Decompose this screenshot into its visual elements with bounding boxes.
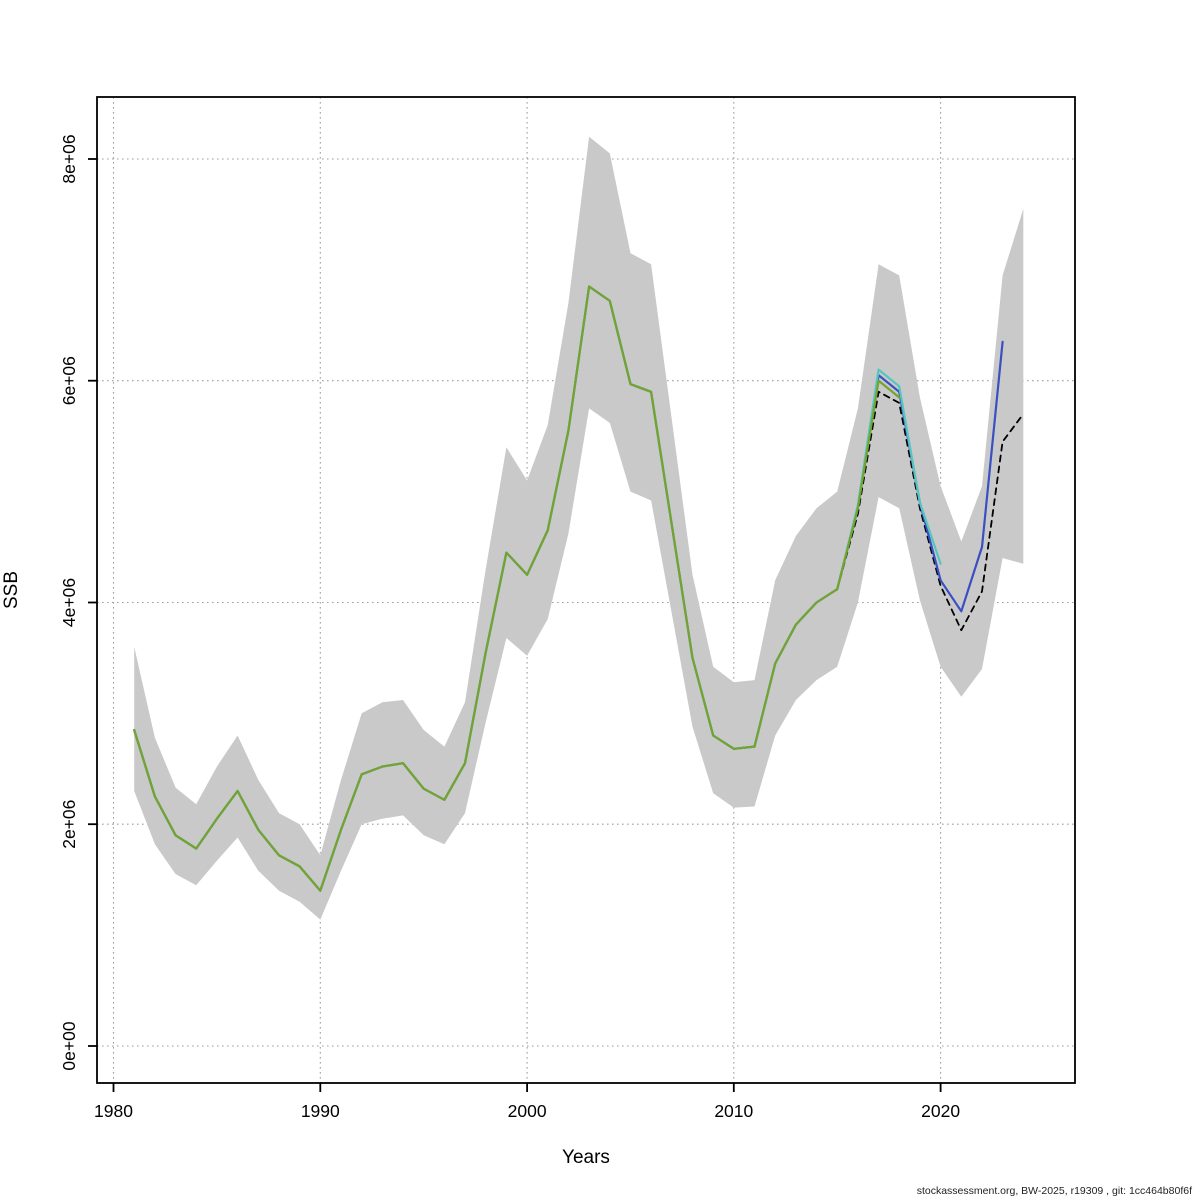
y-tick-label: 6e+06 bbox=[59, 356, 79, 405]
confidence-band bbox=[134, 136, 1024, 920]
y-axis-title: SSB bbox=[1, 571, 22, 609]
x-tick-label: 1980 bbox=[94, 1101, 133, 1121]
y-tick-label: 8e+06 bbox=[59, 134, 79, 183]
x-tick-label: 2020 bbox=[921, 1101, 960, 1121]
footer-credit: stockassessment.org, BW-2025, r19309 , g… bbox=[916, 1185, 1192, 1197]
series-green-run bbox=[133, 285, 901, 892]
x-tick-label: 1990 bbox=[301, 1101, 340, 1121]
y-tick-label: 2e+06 bbox=[59, 800, 79, 849]
plot-box bbox=[96, 96, 1076, 1084]
x-tick-label: 2010 bbox=[714, 1101, 753, 1121]
y-tick-label: 4e+06 bbox=[59, 578, 79, 627]
x-axis-title: Years bbox=[562, 1147, 610, 1168]
y-tick-label: 0e+00 bbox=[59, 1021, 79, 1070]
x-tick-label: 2000 bbox=[508, 1101, 547, 1121]
